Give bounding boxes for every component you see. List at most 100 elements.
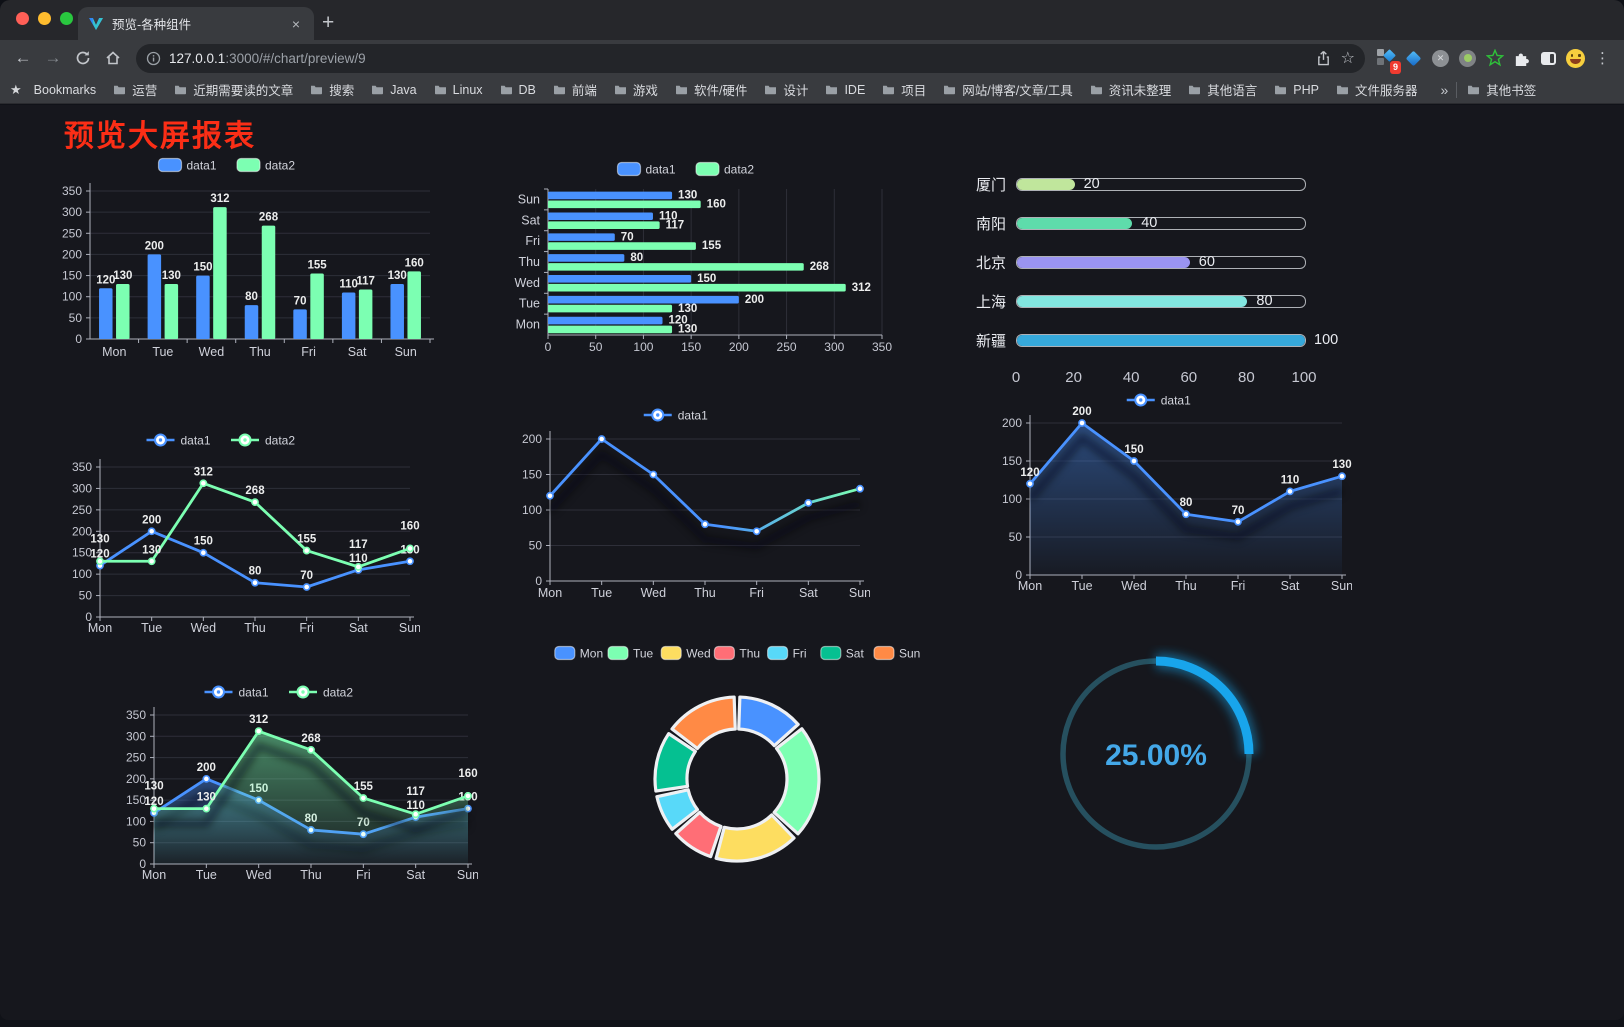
progress-row: 南阳 40 xyxy=(960,208,1360,238)
svg-text:155: 155 xyxy=(702,240,722,252)
svg-text:268: 268 xyxy=(245,485,265,497)
svg-text:300: 300 xyxy=(824,340,844,354)
site-info-icon[interactable] xyxy=(146,51,161,66)
back-icon[interactable]: ← xyxy=(14,48,32,67)
forward-icon[interactable]: → xyxy=(44,48,62,67)
svg-text:data1: data1 xyxy=(187,159,217,173)
extension-devtools-icon[interactable]: 9 xyxy=(1373,45,1401,74)
svg-text:Wed: Wed xyxy=(1121,579,1147,593)
svg-text:130: 130 xyxy=(1332,459,1351,471)
svg-text:data1: data1 xyxy=(181,434,211,448)
tab-close-icon[interactable]: × xyxy=(291,15,300,32)
title-bar: 预览-各种组件 × + xyxy=(0,0,1624,40)
extension-vue-icon[interactable] xyxy=(1400,45,1427,72)
svg-text:Fri: Fri xyxy=(749,586,764,600)
svg-text:117: 117 xyxy=(349,539,368,551)
bookmark-folder[interactable]: PHP xyxy=(1274,83,1319,97)
svg-text:Fri: Fri xyxy=(525,234,540,248)
svg-text:data1: data1 xyxy=(239,686,269,700)
close-window-button[interactable] xyxy=(16,12,29,25)
reload-icon[interactable] xyxy=(68,43,98,73)
svg-text:160: 160 xyxy=(458,768,477,780)
home-icon[interactable] xyxy=(98,43,128,73)
extensions-puzzle-icon[interactable] xyxy=(1508,45,1535,72)
horizontal-bar-chart: data1 data2 0 50 100 150 200 250 300 350 Sun 130 160… xyxy=(500,155,892,367)
svg-text:Fri: Fri xyxy=(299,621,314,635)
bookmark-star-icon[interactable]: ☆ xyxy=(1340,50,1355,67)
svg-text:120: 120 xyxy=(1020,467,1039,479)
svg-text:data1: data1 xyxy=(678,409,708,423)
bookmark-folder[interactable]: 网站/博客/文章/工具 xyxy=(943,80,1073,99)
svg-text:312: 312 xyxy=(210,193,229,205)
svg-text:Thu: Thu xyxy=(244,621,266,635)
profile-avatar[interactable] xyxy=(1562,45,1589,72)
other-bookmarks-folder[interactable]: 其他书签 xyxy=(1467,80,1536,99)
zoom-window-button[interactable] xyxy=(60,12,73,25)
bookmark-folder[interactable]: 近期需要读的文章 xyxy=(174,80,293,99)
browser-tab[interactable]: 预览-各种组件 × xyxy=(78,7,314,40)
bookmark-folder[interactable]: 软件/硬件 xyxy=(675,80,747,99)
svg-text:Sat: Sat xyxy=(521,213,540,227)
svg-text:Mon: Mon xyxy=(142,868,166,882)
svg-text:Sun: Sun xyxy=(899,647,920,661)
svg-text:200: 200 xyxy=(145,240,164,252)
svg-text:250: 250 xyxy=(62,226,82,240)
bookmarks-overflow-chevron[interactable]: » xyxy=(1440,81,1449,98)
svg-text:Tue: Tue xyxy=(633,647,654,661)
svg-text:117: 117 xyxy=(666,219,685,231)
bookmark-folder[interactable]: 设计 xyxy=(764,80,808,99)
svg-text:Sun: Sun xyxy=(1331,579,1352,593)
extension-circle-icon[interactable]: ✕ xyxy=(1427,45,1454,72)
gradient-line-chart: data1 0 50 100 150 200 Mon Tue Wed Thu Fri Sat Sun xyxy=(502,401,871,611)
area-line-chart: data1 0 50 100 150 200 Mon Tue Wed Thu Fri Sat Sun 12… xyxy=(986,387,1353,597)
grouped-bar-chart: data1 data2 0 50 100 150 200 250 300 350 Mon Tue Wed… xyxy=(38,151,436,367)
bookmarks-manager-item[interactable]: ★ Bookmarks xyxy=(10,81,97,97)
svg-text:150: 150 xyxy=(72,546,92,560)
svg-text:150: 150 xyxy=(1002,454,1022,468)
svg-text:160: 160 xyxy=(707,199,726,211)
svg-text:110: 110 xyxy=(406,800,425,812)
svg-text:117: 117 xyxy=(356,276,375,288)
svg-text:Tue: Tue xyxy=(1071,579,1092,593)
side-panel-icon[interactable] xyxy=(1535,45,1562,72)
bookmarks-separator xyxy=(1456,81,1458,98)
svg-text:50: 50 xyxy=(69,311,83,325)
bookmark-folder[interactable]: 项目 xyxy=(882,80,926,99)
extension-recorder-icon[interactable] xyxy=(1454,45,1481,72)
new-tab-button[interactable]: + xyxy=(322,11,335,34)
svg-text:350: 350 xyxy=(62,184,82,198)
svg-text:100: 100 xyxy=(72,567,92,581)
bookmark-folder[interactable]: IDE xyxy=(825,83,865,97)
svg-text:Fri: Fri xyxy=(793,647,807,661)
svg-text:312: 312 xyxy=(852,282,871,294)
two-series-area-chart: data1 data2 0 50 100 150 200 250 300 350 Mon Tue Wed… xyxy=(100,677,479,889)
minimize-window-button[interactable] xyxy=(38,12,51,25)
bookmark-folder[interactable]: 其他语言 xyxy=(1188,80,1257,99)
extension-star-icon[interactable] xyxy=(1481,45,1508,72)
svg-text:Mon: Mon xyxy=(516,318,540,332)
svg-text:155: 155 xyxy=(354,781,374,793)
bookmark-folder[interactable]: 文件服务器 xyxy=(1336,80,1417,99)
svg-text:Mon: Mon xyxy=(88,621,112,635)
svg-text:Thu: Thu xyxy=(300,868,322,882)
svg-text:Sun: Sun xyxy=(849,586,870,600)
bookmark-folder[interactable]: 游戏 xyxy=(614,80,658,99)
bookmark-folder[interactable]: Java xyxy=(371,83,417,97)
bookmark-folder[interactable]: 搜索 xyxy=(310,80,354,99)
bookmark-folder[interactable]: DB xyxy=(500,83,536,97)
svg-text:130: 130 xyxy=(162,270,181,282)
share-icon[interactable] xyxy=(1316,50,1331,66)
gauge-chart: 25.00% xyxy=(1048,645,1266,865)
svg-text:155: 155 xyxy=(297,534,317,546)
url-text: 127.0.0.1:3000/#/chart/preview/9 xyxy=(169,51,1316,66)
bookmark-folder[interactable]: 运营 xyxy=(113,80,157,99)
svg-text:Tue: Tue xyxy=(196,868,217,882)
bookmark-folder[interactable]: 资讯未整理 xyxy=(1090,80,1171,99)
svg-text:Tue: Tue xyxy=(519,297,540,311)
svg-text:120: 120 xyxy=(669,315,688,327)
svg-text:160: 160 xyxy=(405,257,424,269)
address-bar[interactable]: 127.0.0.1:3000/#/chart/preview/9 ☆ xyxy=(136,43,1365,73)
bookmark-folder[interactable]: Linux xyxy=(434,83,483,97)
browser-menu-icon[interactable]: ⋮ xyxy=(1595,50,1610,67)
bookmark-folder[interactable]: 前端 xyxy=(553,80,597,99)
